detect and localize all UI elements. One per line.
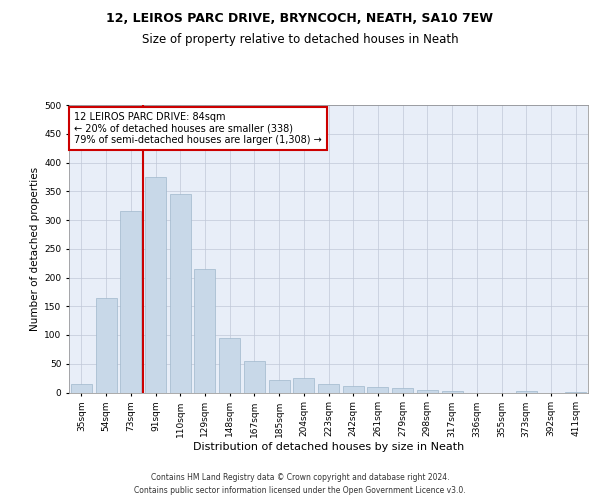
Bar: [219, 338, 240, 392]
Text: 12, LEIROS PARC DRIVE, BRYNCOCH, NEATH, SA10 7EW: 12, LEIROS PARC DRIVE, BRYNCOCH, NEATH, …: [107, 12, 493, 26]
Bar: [194, 269, 215, 392]
Bar: [367, 387, 388, 392]
Bar: [269, 380, 290, 392]
Text: Contains HM Land Registry data © Crown copyright and database right 2024.: Contains HM Land Registry data © Crown c…: [151, 472, 449, 482]
Bar: [417, 390, 438, 392]
Bar: [145, 177, 166, 392]
Text: Size of property relative to detached houses in Neath: Size of property relative to detached ho…: [142, 32, 458, 46]
Bar: [120, 212, 141, 392]
Bar: [392, 388, 413, 392]
Bar: [343, 386, 364, 392]
Bar: [244, 361, 265, 392]
Bar: [95, 298, 116, 392]
Y-axis label: Number of detached properties: Number of detached properties: [30, 166, 40, 331]
X-axis label: Distribution of detached houses by size in Neath: Distribution of detached houses by size …: [193, 442, 464, 452]
Text: Contains public sector information licensed under the Open Government Licence v3: Contains public sector information licen…: [134, 486, 466, 495]
Bar: [71, 384, 92, 392]
Bar: [170, 194, 191, 392]
Bar: [293, 378, 314, 392]
Bar: [318, 384, 339, 392]
Text: 12 LEIROS PARC DRIVE: 84sqm
← 20% of detached houses are smaller (338)
79% of se: 12 LEIROS PARC DRIVE: 84sqm ← 20% of det…: [74, 112, 322, 146]
